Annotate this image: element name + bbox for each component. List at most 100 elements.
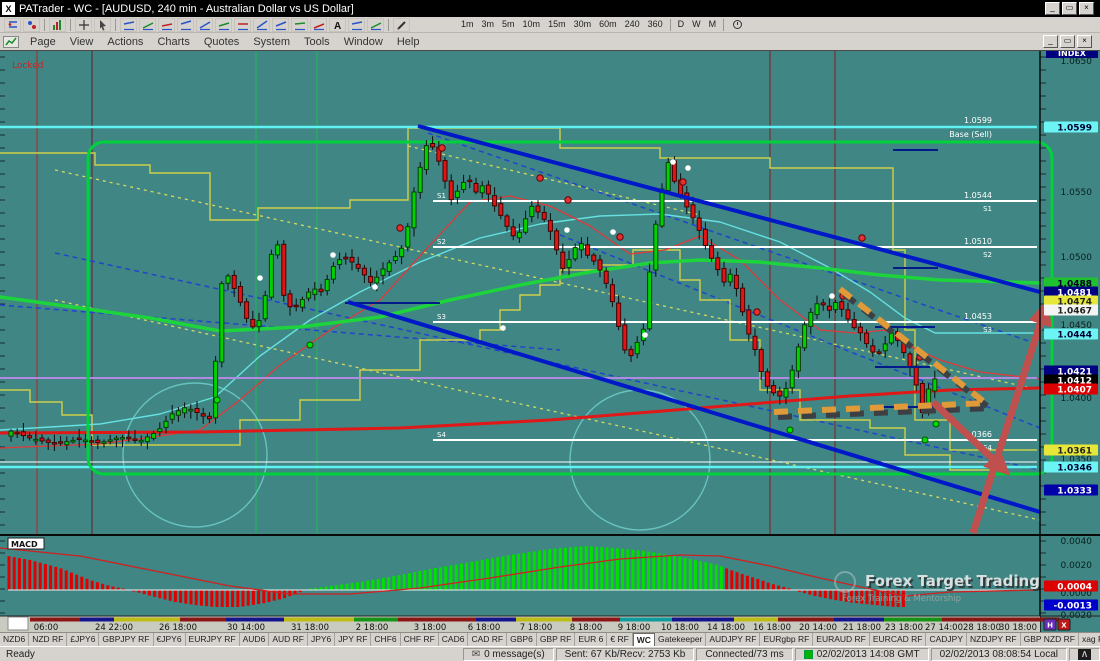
channel-icon[interactable] bbox=[196, 17, 213, 32]
svg-text:1.0481: 1.0481 bbox=[1057, 289, 1092, 299]
timeframe-360-button[interactable]: 360 bbox=[647, 19, 663, 29]
symbols-icon[interactable] bbox=[23, 17, 40, 32]
bar-pattern-icon bbox=[313, 22, 324, 30]
menu-window[interactable]: Window bbox=[343, 35, 383, 48]
symbol-tab-audjpy-rf[interactable]: AUDJPY RF bbox=[706, 633, 761, 646]
symbol-tab-gbp6[interactable]: GBP6 bbox=[507, 633, 537, 646]
svg-text:31 18:00: 31 18:00 bbox=[291, 623, 329, 632]
symbol-tab-eurgbp-rf[interactable]: EURgbp RF bbox=[760, 633, 814, 646]
trendline-icon[interactable] bbox=[120, 17, 137, 32]
svg-text:1.0400: 1.0400 bbox=[1061, 394, 1093, 404]
period-W-button[interactable]: W bbox=[692, 19, 701, 29]
symbol-tab-cad6[interactable]: CAD6 bbox=[439, 633, 469, 646]
symbol-tab-gbpjpy-rf[interactable]: GBPJPY RF bbox=[99, 633, 154, 646]
symbol-tab-chf-rf[interactable]: CHF RF bbox=[401, 633, 439, 646]
text-label-icon[interactable]: A bbox=[329, 17, 346, 32]
horizontal-line-icon[interactable] bbox=[139, 17, 156, 32]
symbol-tab--jpy6[interactable]: €JPY6 bbox=[154, 633, 186, 646]
title-bar[interactable]: X PATrader - WC - [AUDUSD, 240 min - Aus… bbox=[0, 0, 1100, 17]
timeframe-10m-button[interactable]: 10m bbox=[522, 19, 541, 29]
buy-level-icon bbox=[351, 20, 362, 30]
symbol-tab-chf6[interactable]: CHF6 bbox=[371, 633, 401, 646]
svg-text:MACD: MACD bbox=[11, 540, 38, 549]
symbol-tab-xag-rf[interactable]: xag RF bbox=[1079, 633, 1100, 646]
svg-text:A: A bbox=[334, 21, 341, 31]
bar-pattern-icon[interactable] bbox=[310, 17, 327, 32]
pointer-icon[interactable] bbox=[94, 17, 111, 32]
gann-icon[interactable] bbox=[291, 17, 308, 32]
window-title: PATrader - WC - [AUDUSD, 240 min - Austr… bbox=[19, 2, 354, 15]
timeframe-5m-button[interactable]: 5m bbox=[502, 19, 515, 29]
symbol-tab-jpy6[interactable]: JPY6 bbox=[308, 633, 336, 646]
symbol-tab-aud6[interactable]: AUD6 bbox=[240, 633, 270, 646]
crosshair-icon[interactable] bbox=[75, 17, 92, 32]
menu-view[interactable]: View bbox=[69, 35, 94, 48]
timeframe-60m-button[interactable]: 60m bbox=[599, 19, 617, 29]
price-chart[interactable]: S1 1.0544 S1 S2 1.0510 S2 S3 1.0453 S3 S4 1.0366 S4… bbox=[0, 50, 1100, 632]
timeframe-1m-button[interactable]: 1m bbox=[461, 19, 474, 29]
timeframe-3m-button[interactable]: 3m bbox=[481, 19, 495, 29]
close-button[interactable]: × bbox=[1079, 2, 1094, 15]
menu-charts[interactable]: Charts bbox=[157, 35, 190, 48]
pan-icon[interactable] bbox=[4, 17, 21, 32]
period-M-button[interactable]: M bbox=[708, 19, 717, 29]
price-zone-icon[interactable] bbox=[253, 17, 270, 32]
svg-text:S4: S4 bbox=[983, 444, 992, 452]
vertical-line-icon[interactable] bbox=[158, 17, 175, 32]
symbol-tab-euraud-rf[interactable]: EURAUD RF bbox=[813, 633, 870, 646]
symbol-tab-eurcad-rf[interactable]: EURCAD RF bbox=[870, 633, 927, 646]
symbol-tab-eurjpy-rf[interactable]: EURJPY RF bbox=[186, 633, 240, 646]
symbol-tab-eur-6[interactable]: EUR 6 bbox=[575, 633, 608, 646]
mdi-restore-button[interactable]: ▭ bbox=[1060, 35, 1075, 48]
angle-line-icon[interactable] bbox=[177, 17, 194, 32]
chart-window-icon[interactable] bbox=[49, 17, 66, 32]
clock-icon[interactable] bbox=[733, 20, 743, 29]
menu-system[interactable]: System bbox=[253, 35, 290, 48]
mdi-close-button[interactable]: × bbox=[1077, 35, 1092, 48]
menu-page[interactable]: Page bbox=[30, 35, 56, 48]
period-D-button[interactable]: D bbox=[677, 19, 685, 29]
svg-text:1.0444: 1.0444 bbox=[1057, 331, 1092, 341]
menu-tools[interactable]: Tools bbox=[304, 35, 330, 48]
pitchfork-icon[interactable] bbox=[215, 17, 232, 32]
svg-text:1.0488: 1.0488 bbox=[1057, 280, 1092, 290]
svg-text:1.0510: 1.0510 bbox=[964, 237, 992, 246]
svg-text:Forex Training & Mentorship: Forex Training & Mentorship bbox=[842, 594, 961, 604]
menu-quotes[interactable]: Quotes bbox=[203, 35, 240, 48]
symbol-tab-nzdjpy-rf[interactable]: NZDJPY RF bbox=[967, 633, 1021, 646]
symbol-tab-aud-rf[interactable]: AUD RF bbox=[269, 633, 308, 646]
rectangle-zone-icon[interactable] bbox=[234, 17, 251, 32]
status-bar: Ready ✉ 0 message(s) Sent: 67 Kb/Recv: 275… bbox=[0, 646, 1100, 661]
freehand-icon bbox=[396, 20, 406, 30]
freehand-icon[interactable] bbox=[393, 17, 410, 32]
messages-cell[interactable]: ✉ 0 message(s) bbox=[462, 647, 554, 661]
restore-button[interactable]: ▭ bbox=[1062, 2, 1077, 15]
symbol-tab-jpy-rf[interactable]: JPY RF bbox=[335, 633, 372, 646]
symbol-tab-gbp-nzd-rf[interactable]: GBP NZD RF bbox=[1021, 633, 1079, 646]
menu-actions[interactable]: Actions bbox=[107, 35, 144, 48]
buy-level-icon[interactable] bbox=[348, 17, 365, 32]
traffic-cell: Sent: 67 Kb/Recv: 2753 Kb bbox=[555, 647, 695, 661]
symbol-tab--rf[interactable]: € RF bbox=[607, 633, 633, 646]
symbol-tab-wc[interactable]: WC bbox=[632, 633, 655, 646]
timeframe-15m-button[interactable]: 15m bbox=[548, 19, 566, 29]
sell-level-icon[interactable] bbox=[367, 17, 384, 32]
chart-region[interactable]: S1 1.0544 S1 S2 1.0510 S2 S3 1.0453 S3 S4 1.0366 S4… bbox=[0, 50, 1100, 632]
menu-help[interactable]: Help bbox=[396, 35, 420, 48]
symbol-tab-nzd-rf[interactable]: NZD RF bbox=[29, 633, 68, 646]
svg-text:0.0004: 0.0004 bbox=[1057, 583, 1092, 593]
svg-text:24 22:00: 24 22:00 bbox=[95, 623, 133, 632]
timeframe-240-button[interactable]: 240 bbox=[624, 19, 640, 29]
minimize-button[interactable]: _ bbox=[1045, 2, 1060, 15]
symbol-tab-nzd6[interactable]: NZD6 bbox=[0, 633, 30, 646]
mdi-minimize-button[interactable]: _ bbox=[1043, 35, 1058, 48]
timeframe-30m-button[interactable]: 30m bbox=[573, 19, 592, 29]
symbol-tab-cadjpy[interactable]: CADJPY bbox=[926, 633, 968, 646]
symbol-tab--jpy6[interactable]: £JPY6 bbox=[67, 633, 100, 646]
fibonacci-icon[interactable] bbox=[272, 17, 289, 32]
pointer-icon bbox=[99, 19, 106, 30]
symbol-tab-cad-rf[interactable]: CAD RF bbox=[468, 633, 508, 646]
symbol-tab-gbp-rf[interactable]: GBP RF bbox=[537, 633, 576, 646]
symbol-tab-gatekeeper[interactable]: Gatekeeper bbox=[655, 633, 707, 646]
svg-text:10 18:00: 10 18:00 bbox=[661, 623, 699, 632]
